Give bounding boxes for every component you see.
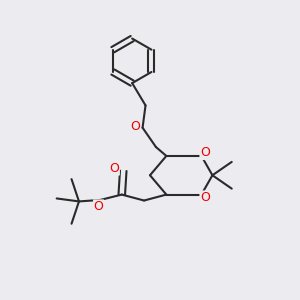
Text: O: O <box>200 146 210 160</box>
Text: O: O <box>94 200 103 213</box>
Text: O: O <box>130 120 140 133</box>
Text: O: O <box>200 191 210 204</box>
Text: O: O <box>110 162 119 175</box>
